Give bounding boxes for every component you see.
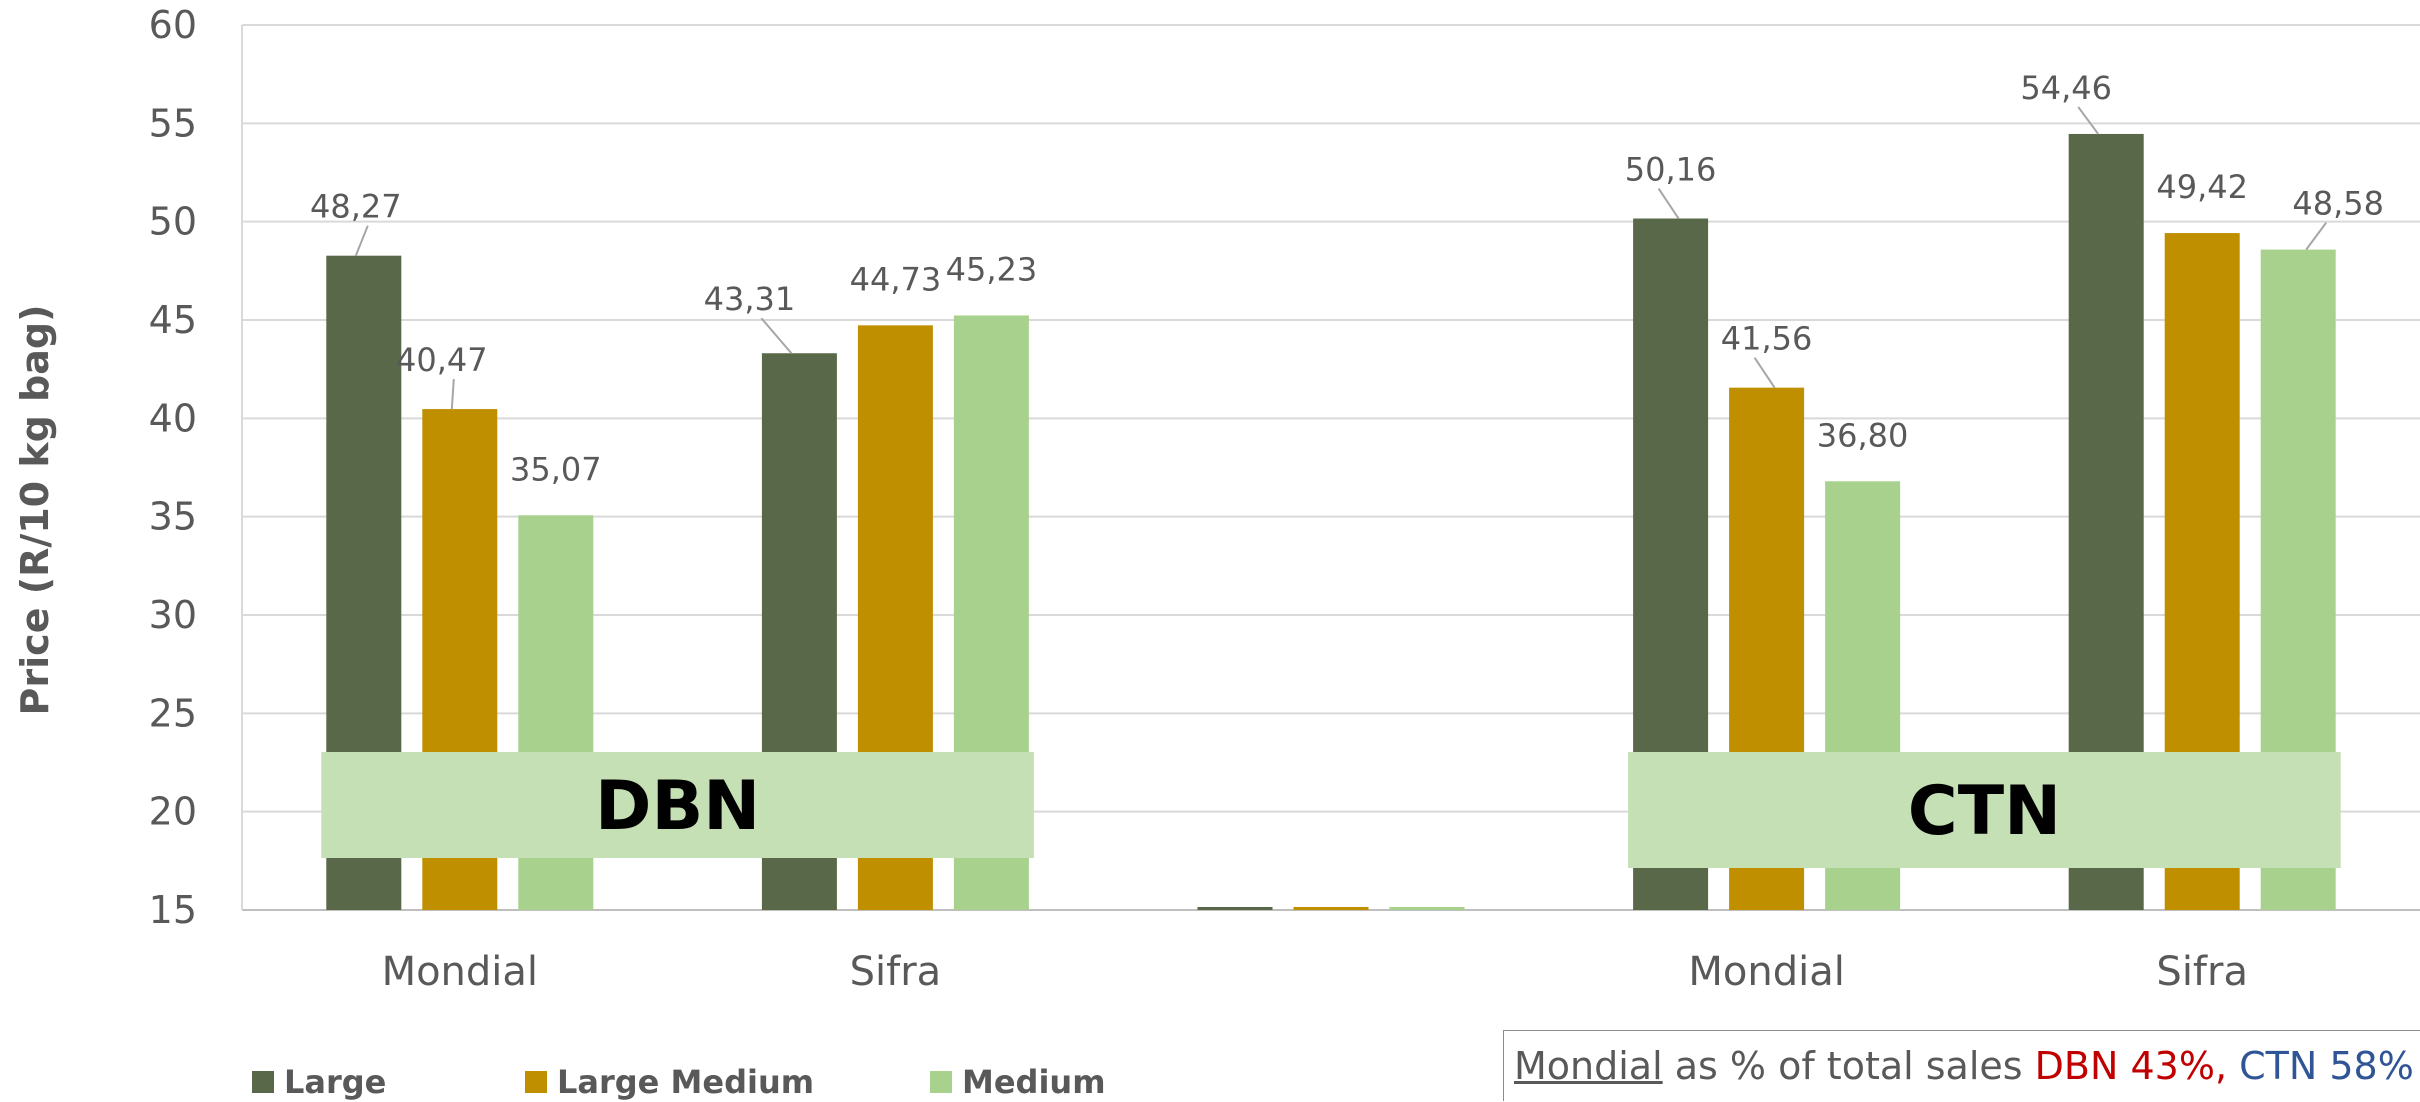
region-label: DBN	[595, 767, 760, 846]
legend-label: Medium	[962, 1063, 1106, 1101]
legend-swatch	[525, 1071, 547, 1093]
bar-large-medium	[1293, 907, 1369, 910]
legend-swatch	[252, 1071, 274, 1093]
data-label: 41,56	[1721, 320, 1813, 358]
region-box	[1628, 752, 2341, 868]
y-tick-label: 60	[149, 3, 197, 47]
legend-label: Large	[284, 1063, 386, 1101]
legend: Large Large Medium Medium	[252, 1063, 1106, 1101]
legend-swatch	[930, 1071, 952, 1093]
y-tick-label: 50	[149, 200, 197, 244]
region-label: CTN	[1908, 772, 2061, 851]
leader-line	[450, 379, 455, 410]
y-tick-label: 25	[149, 691, 197, 735]
leader-line	[1657, 187, 1680, 220]
data-label: 44,73	[850, 260, 942, 298]
x-category-label: Mondial	[382, 949, 538, 995]
bar-medium	[1389, 907, 1465, 910]
x-category-label: Sifra	[2156, 949, 2248, 995]
note-dbn-share: DBN 43%,	[2034, 1044, 2228, 1088]
y-tick-label: 35	[149, 495, 197, 539]
note-underlined-term: Mondial	[1514, 1044, 1663, 1088]
y-axis-ticks: 15 20 25 30 35 40 45 50 55 60	[149, 3, 197, 932]
region-box	[321, 752, 1034, 858]
x-axis-categories: Mondial Sifra Mondial Sifra	[382, 949, 2248, 995]
data-label: 48,27	[310, 188, 402, 226]
data-label: 36,80	[1817, 416, 1909, 454]
data-label: 43,31	[704, 280, 796, 318]
leader-line	[354, 225, 369, 257]
y-tick-label: 45	[149, 298, 197, 342]
x-category-label: Mondial	[1688, 949, 1844, 995]
y-tick-label: 15	[149, 888, 197, 932]
y-tick-label: 40	[149, 396, 197, 440]
leader-line	[2305, 221, 2328, 251]
y-tick-label: 55	[149, 101, 197, 145]
label-leader-lines	[354, 106, 2328, 410]
leader-line	[2077, 106, 2100, 135]
leader-line	[1753, 357, 1776, 389]
note-text: as % of total sales	[1662, 1044, 2035, 1088]
y-tick-label: 20	[149, 790, 197, 834]
sales-share-note: Mondial as % of total sales DBN 43%, CTN…	[1503, 1030, 2420, 1101]
data-label: 45,23	[946, 250, 1038, 288]
data-label: 40,47	[396, 341, 488, 379]
data-label: 49,42	[2156, 168, 2248, 206]
data-labels: 48,27 40,47 35,07 43,31 44,73 45,23 50,16 41,56…	[310, 69, 2384, 488]
bar-large	[1197, 907, 1273, 910]
legend-label: Large Medium	[557, 1063, 814, 1101]
region-labels: DBN CTN	[321, 752, 2341, 868]
data-label: 48,58	[2292, 185, 2384, 223]
data-label: 54,46	[2020, 69, 2112, 107]
data-label: 50,16	[1625, 151, 1717, 189]
note-ctn-share: CTN 58%	[2227, 1044, 2414, 1088]
data-label: 35,07	[510, 450, 602, 488]
leader-line	[760, 317, 793, 354]
y-tick-label: 30	[149, 593, 197, 637]
x-category-label: Sifra	[850, 949, 942, 995]
y-axis-label: Price (R/10 kg bag)	[13, 305, 57, 716]
